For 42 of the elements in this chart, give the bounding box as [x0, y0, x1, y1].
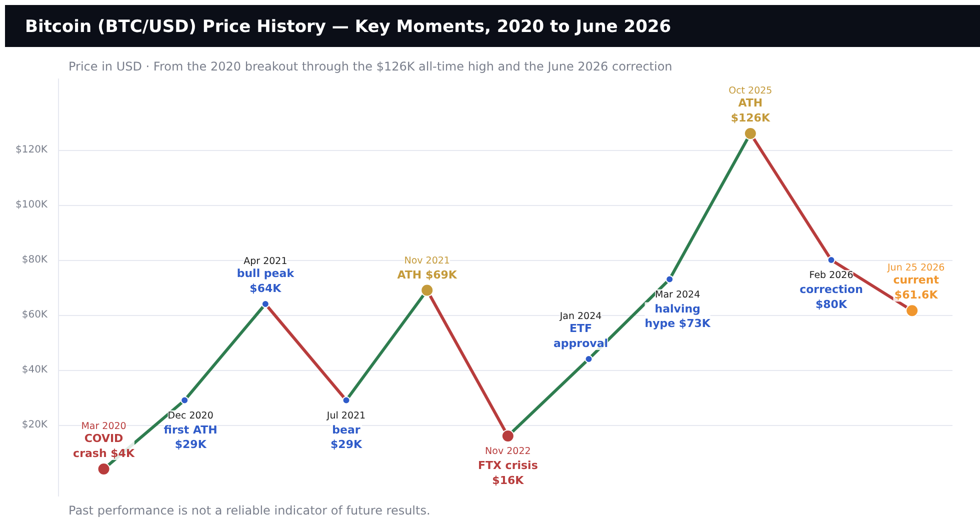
data-label: bear $29K: [330, 423, 362, 452]
x-tick-label: Oct 2025: [728, 86, 772, 96]
data-label: ATH $69K: [397, 268, 458, 282]
text: Past performance is not a reliable indicator of future results.: [68, 504, 430, 518]
x-tick-label: Dec 2020: [168, 410, 214, 422]
data-label: current $61.6K: [893, 274, 939, 302]
chart-title: Bitcoin (BTC/USD) Price History — Key Moments, 2020 to June 2026: [25, 16, 672, 39]
point: [180, 396, 189, 404]
data-label: first ATH $29K: [164, 423, 218, 452]
point: [584, 355, 593, 363]
x-tick-label: Mar 2020: [81, 421, 126, 432]
y-tick-label: $120K: [15, 144, 48, 156]
point: [97, 462, 110, 476]
x-tick-label: Nov 2022: [485, 446, 531, 457]
data-label: ATH $126K: [730, 96, 770, 124]
y-tick-label: $40K: [22, 364, 48, 376]
data-label: COVID crash $4K: [73, 432, 135, 460]
chart-subtitle: Price in USD · From the 2020 breakout through the $126K all-time high and the June 2026 correction: [68, 60, 672, 74]
x-tick-label: Nov 2021: [404, 255, 450, 266]
point: [906, 304, 919, 318]
x-tick-label: Feb 2026: [809, 270, 854, 281]
data-label: correction $80K: [800, 283, 863, 311]
point: [666, 275, 674, 284]
data-label: ETF approval: [554, 322, 608, 350]
point: [420, 284, 434, 297]
x-tick-label: Jan 2024: [558, 311, 602, 322]
x-tick-label: Jul 2021: [326, 410, 366, 422]
y-tick-label: $80K: [22, 254, 48, 266]
point: [342, 396, 350, 404]
y-tick-label: $100K: [15, 200, 48, 210]
point: [827, 256, 836, 264]
point: [501, 430, 514, 442]
y-tick-label: $20K: [22, 420, 48, 430]
x-tick-label: Apr 2021: [244, 256, 288, 267]
point: [261, 300, 270, 308]
y-tick-label: $60K: [22, 310, 48, 320]
x-tick-label: Jun 25 2026: [886, 262, 945, 274]
point: [744, 127, 757, 140]
data-label: FTX crisis $16K: [478, 459, 538, 487]
data-label: halving hype $73K: [644, 302, 711, 330]
x-tick-label: Mar 2024: [655, 289, 700, 300]
data-label: bull peak $64K: [236, 267, 295, 295]
